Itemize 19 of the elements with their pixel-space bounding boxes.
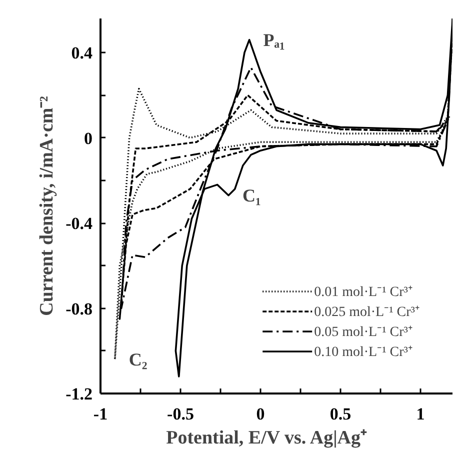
annotation: Pₐ₁ [263,30,285,50]
legend-label: 0.01 mol·L⁻¹ Cr³⁺ [314,284,413,301]
y-tick-label: 0 [84,128,92,148]
y-tick-label: 0.4 [71,44,93,63]
x-tick-label: -0.5 [167,404,194,424]
legend-label: 0.05 mol·L⁻¹ Cr³⁺ [314,324,413,341]
annotation: C₂ [128,349,148,370]
legend-label: 0.025 mol·L⁻¹ Cr³⁺ [314,304,420,321]
x-tick-label: 1 [416,404,425,424]
y-tick-label: -0.4 [66,214,93,234]
x-tick-label: 0 [256,404,265,424]
x-axis-title: Potential, E/V vs. Ag|Ag⁺ [166,428,368,448]
annotation: C₁ [242,185,261,206]
x-tick-label: -1 [93,404,108,424]
x-tick-label: 0.5 [330,404,352,424]
y-tick-label: -1.2 [66,384,93,404]
legend-label: 0.10 mol·L⁻¹ Cr³⁺ [314,344,413,361]
y-axis-title: Current density, i/mA·cm⁻² [36,96,58,316]
y-tick-label: -0.8 [66,299,93,318]
